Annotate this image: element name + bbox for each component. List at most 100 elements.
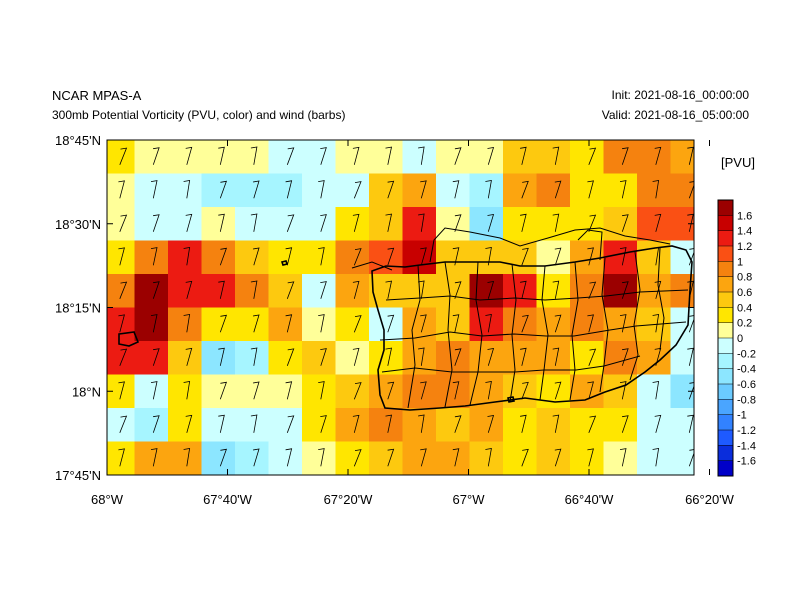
pv-cell — [536, 240, 571, 275]
wind-barb — [250, 146, 258, 165]
wind-barb — [621, 214, 629, 232]
pv-cell — [503, 140, 537, 174]
pv-cell — [168, 341, 202, 375]
wind-barb — [418, 414, 425, 433]
wind-barb — [219, 180, 228, 199]
colorbar-swatch — [718, 384, 733, 400]
colorbar-label: 1.2 — [737, 241, 752, 253]
pv-cell — [570, 374, 604, 409]
wind-barb — [150, 448, 158, 467]
wind-barb — [219, 247, 228, 266]
pv-cell — [335, 140, 370, 174]
pv-cell — [469, 341, 504, 375]
wind-barb — [452, 247, 460, 266]
wind-barb — [183, 314, 191, 333]
wind-barb — [485, 381, 492, 400]
pv-cell — [302, 408, 336, 442]
wind-barb — [183, 448, 191, 467]
wind-barb — [218, 347, 225, 366]
wind-barb — [520, 280, 527, 299]
pv-cell — [536, 441, 571, 475]
x-tick-label: 67°W — [453, 492, 486, 507]
wind-barb — [487, 414, 495, 433]
pv-cell — [235, 341, 269, 375]
wind-barb — [687, 146, 694, 165]
pv-cell — [436, 173, 470, 208]
pv-cell — [302, 274, 336, 308]
pv-cell — [670, 240, 694, 275]
wind-barb — [521, 314, 529, 333]
pv-cell — [107, 374, 135, 409]
pv-cell — [503, 408, 537, 442]
pv-cell — [235, 441, 269, 475]
colorbar-swatch — [718, 307, 733, 323]
wind-barb — [687, 213, 694, 232]
pv-cell — [235, 307, 269, 342]
pv-cell — [469, 240, 504, 275]
wind-barb — [588, 415, 597, 433]
pv-cell — [302, 240, 336, 275]
wind-barb — [587, 247, 594, 266]
pv-cell — [570, 140, 604, 174]
wind-barb — [420, 381, 427, 400]
puerto-rico-coastline — [371, 245, 693, 411]
pv-cell — [134, 441, 169, 475]
wind-barb — [250, 414, 258, 433]
pv-cell — [670, 140, 694, 174]
pv-cell — [637, 240, 671, 275]
pv-cell — [670, 408, 694, 442]
wind-barb — [385, 213, 393, 232]
pv-cell — [369, 274, 403, 308]
wind-barb — [385, 414, 393, 433]
colorbar-label: 1.4 — [737, 226, 752, 238]
wind-barb — [152, 214, 160, 232]
wind-barb — [687, 414, 694, 433]
pv-cell — [469, 307, 504, 342]
wind-barb — [353, 382, 362, 400]
wind-barb — [285, 180, 293, 199]
wind-barb — [688, 449, 694, 467]
pv-cell — [402, 240, 437, 275]
wind-barb — [485, 180, 492, 199]
pv-cell — [235, 408, 269, 442]
wind-barb — [485, 247, 492, 266]
x-tick-label: 66°40'W — [565, 492, 615, 507]
wind-barb — [252, 381, 260, 400]
wind-barb — [654, 347, 662, 366]
pv-cell — [302, 207, 336, 241]
wind-barb — [588, 214, 597, 232]
wind-barb — [454, 147, 462, 165]
pv-cell — [536, 408, 571, 442]
wind-barb — [252, 314, 260, 333]
wind-barb — [554, 314, 562, 333]
pv-cell — [503, 441, 537, 475]
pv-cell — [134, 173, 169, 208]
wind-barb — [487, 347, 495, 366]
pv-cell — [168, 408, 202, 442]
wind-barb — [286, 214, 295, 232]
wind-barb — [520, 146, 527, 165]
pv-cell — [670, 173, 694, 208]
wind-barb — [487, 146, 495, 165]
wind-barb — [454, 214, 462, 232]
colorbar-swatch — [718, 460, 733, 477]
pv-cell — [369, 441, 403, 475]
x-tick-label: 68°W — [91, 492, 124, 507]
wind-barb — [385, 146, 393, 165]
pv-cell — [369, 341, 403, 375]
wind-barb — [183, 247, 191, 266]
wind-barb — [150, 381, 158, 400]
pv-cell — [637, 207, 671, 241]
pv-cell — [107, 408, 135, 442]
wind-barb — [652, 448, 660, 467]
wind-barb — [318, 247, 325, 266]
wind-barb — [420, 247, 427, 266]
wind-barb — [285, 314, 293, 333]
wind-barb — [387, 314, 395, 333]
wind-barb — [385, 280, 393, 299]
pv-cell — [670, 207, 694, 241]
wind-barb — [552, 414, 560, 433]
pv-cell — [168, 173, 202, 208]
pv-cell — [402, 207, 437, 241]
wind-barb — [285, 381, 293, 400]
